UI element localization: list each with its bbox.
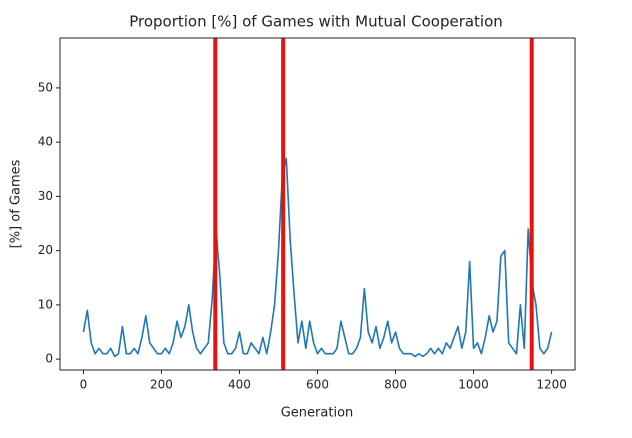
x-tick-label: 400 (228, 378, 251, 392)
y-tick-label: 30 (38, 189, 53, 203)
data-line (82, 157, 553, 358)
x-tick-label: 0 (80, 378, 88, 392)
chart-title: Proportion [%] of Games with Mutual Coop… (129, 13, 503, 31)
x-tick-label: 800 (384, 378, 407, 392)
y-tick-label: 10 (38, 297, 53, 311)
y-tick-label: 40 (38, 135, 53, 149)
y-tick-label: 20 (38, 243, 53, 257)
x-tick-label: 1000 (458, 378, 489, 392)
x-axis-label: Generation (281, 406, 354, 421)
y-axis-label: [%] of Games (9, 159, 24, 248)
x-tick-label: 200 (150, 378, 173, 392)
y-tick-label: 50 (38, 80, 53, 94)
x-tick-label: 1200 (536, 378, 567, 392)
y-tick-label: 0 (45, 352, 53, 366)
plot-frame (59, 37, 576, 371)
x-tick-label: 600 (306, 378, 329, 392)
